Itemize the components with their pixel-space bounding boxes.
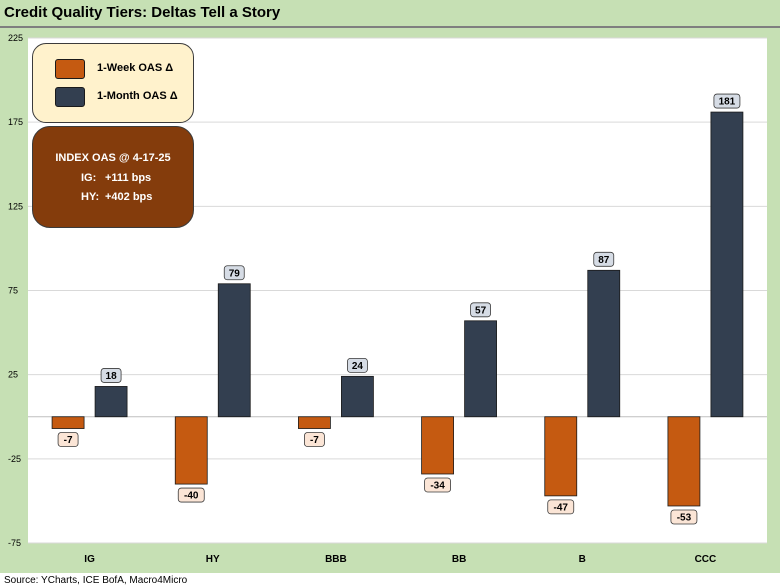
index-oas-key-hy: HY: (81, 191, 100, 203)
x-tick-label: IG (84, 554, 95, 565)
data-label-box (347, 357, 368, 373)
bar (51, 416, 85, 429)
y-tick-label: 125 (8, 201, 23, 211)
chart-title: Credit Quality Tiers: Deltas Tell a Stor… (4, 4, 281, 21)
bar (94, 386, 128, 418)
legend-label-1-week: 1-Week OAS Δ (97, 62, 174, 74)
legend-swatch-1-week (55, 59, 85, 79)
index-oas-box: INDEX OAS @ 4-17-25 IG: +111 bps HY: +40… (32, 126, 194, 228)
x-tick-label: BB (452, 554, 466, 565)
data-label-box (100, 368, 122, 383)
data-label: 181 (719, 97, 736, 108)
data-label-box (593, 251, 615, 267)
index-oas-title: INDEX OAS @ 4-17-25 (55, 152, 171, 164)
y-tick-label: -25 (8, 454, 21, 464)
bar (174, 416, 208, 485)
data-label-box (470, 302, 491, 318)
y-tick-label: 175 (8, 117, 23, 127)
index-oas-value-ig: +111 bps (105, 172, 152, 184)
bar (710, 111, 744, 418)
data-label-box (57, 432, 79, 447)
data-label-box (304, 432, 325, 447)
y-tick-label: 75 (8, 286, 18, 296)
bar (587, 269, 621, 418)
bar (341, 375, 374, 418)
bar (544, 416, 578, 497)
data-label: 18 (106, 371, 118, 382)
data-label: -34 (430, 480, 445, 491)
bar (217, 283, 251, 418)
data-label: -53 (677, 512, 692, 523)
data-label: -40 (184, 491, 199, 502)
data-label-box (424, 477, 451, 493)
y-tick-label: 225 (8, 33, 23, 43)
legend-swatch-1-month (55, 87, 85, 107)
data-label: -47 (554, 502, 569, 513)
bar (421, 416, 454, 475)
data-label: 24 (352, 361, 364, 372)
x-tick-label: CCC (695, 554, 717, 565)
bar (464, 320, 497, 418)
y-tick-label: -75 (8, 538, 21, 548)
data-label-box (547, 499, 575, 515)
data-label-box (670, 509, 698, 525)
data-label: 79 (229, 268, 241, 279)
index-oas-value-hy: +402 bps (105, 191, 153, 203)
data-label: -7 (310, 435, 319, 446)
source-note: Source: YCharts, ICE BofA, Macro4Micro (4, 575, 188, 586)
data-label: -7 (64, 435, 73, 446)
legend: 1-Week OAS Δ 1-Month OAS Δ (32, 43, 194, 123)
y-tick-label: 25 (8, 370, 18, 380)
data-label-box (177, 487, 205, 503)
x-tick-label: B (579, 554, 586, 565)
data-label: 87 (598, 255, 610, 266)
bar (667, 416, 701, 507)
title-bar: Credit Quality Tiers: Deltas Tell a Stor… (0, 0, 780, 28)
legend-label-1-month: 1-Month OAS Δ (97, 90, 178, 102)
x-tick-label: BBB (325, 554, 347, 565)
x-tick-label: HY (206, 554, 220, 565)
data-label-box (223, 265, 245, 281)
data-label-box (713, 93, 741, 109)
bar (298, 416, 331, 429)
data-label: 57 (475, 305, 487, 316)
index-oas-key-ig: IG: (81, 172, 97, 184)
